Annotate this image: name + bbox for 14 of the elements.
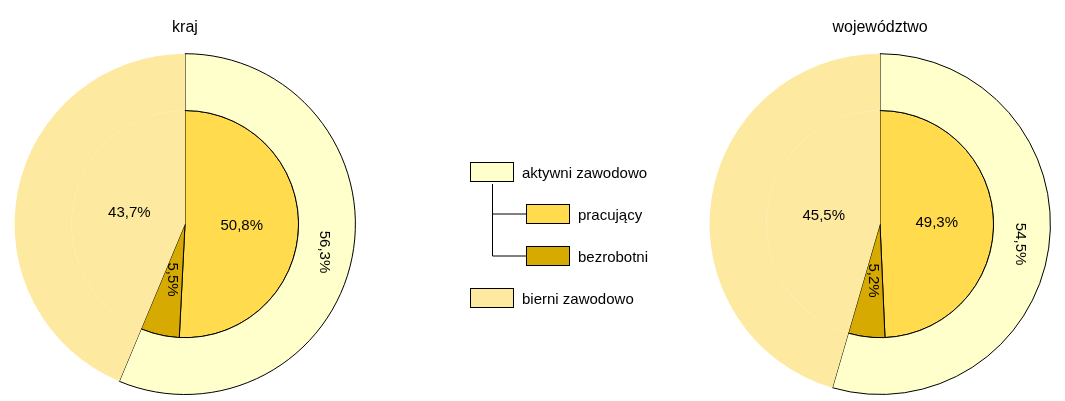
chart-title: województwo — [831, 18, 928, 36]
data-label: 45,5% — [802, 206, 846, 224]
data-label: 49,3% — [915, 212, 959, 230]
chart-title: kraj — [172, 18, 198, 36]
legend-label: pracujący — [578, 205, 643, 223]
data-label: 5,5% — [165, 262, 183, 297]
data-label: 50,8% — [220, 215, 264, 233]
data-label: 56,3% — [317, 230, 335, 274]
legend-label: bierni zawodowo — [522, 289, 634, 307]
legend-label: bezrobotni — [578, 247, 649, 265]
data-label: 5,2% — [866, 263, 884, 298]
data-label: 43,7% — [108, 203, 151, 221]
legend-label: aktywni zawodowo — [522, 163, 648, 181]
data-label: 54,5% — [1013, 222, 1031, 266]
